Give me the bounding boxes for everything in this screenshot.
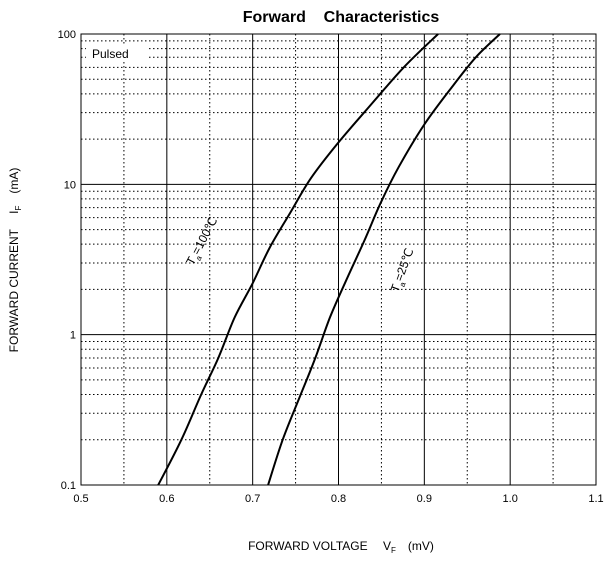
major-grid [81,34,596,485]
series-label-100c: Ta=100℃ [183,215,223,269]
x-tick-label: 0.8 [331,493,346,505]
curve-ta-100c [157,33,439,486]
y-tick-label: 1 [70,330,76,342]
curve-ta-25c [267,33,501,486]
x-tick-label: 0.6 [159,493,174,505]
series-25c-label-rest: =25℃ [392,246,417,283]
y-tick-labels: 0.1 1 10 100 [58,29,76,492]
y-axis-unit: (mA) [7,168,21,194]
chart-title: Forward Characteristics [243,9,440,26]
x-tick-label: 1.0 [503,493,518,505]
y-tick-label: 10 [64,179,76,191]
x-tick-label: 1.1 [588,493,603,505]
y-axis-label: FORWARD CURRENT IF (mA) [7,168,23,353]
y-axis-label-gap [7,226,21,229]
x-tick-label: 0.7 [245,493,260,505]
annotation-background [86,45,148,62]
y-tick-label: 0.1 [61,480,76,492]
pulsed-annotation: Pulsed [92,47,129,61]
y-axis-label-text: FORWARD CURRENT [7,228,21,352]
series-label-25c: Ta=25℃ [388,246,420,295]
x-axis-symbol-sub: F [391,546,396,555]
x-axis-label-gap [368,539,371,553]
plot-frame [80,33,597,486]
x-axis-label: FORWARD VOLTAGE VF (mV) [248,539,434,555]
y-tick-label: 100 [58,29,76,41]
y-axis-symbol: I [7,211,21,214]
x-tick-label: 0.5 [73,493,88,505]
series-25c-label-sub: a [398,280,408,288]
series-100c-label-rest: =100℃ [189,215,220,257]
x-tick-labels: 0.5 0.6 0.7 0.8 0.9 1.0 1.1 [73,493,603,505]
curves [157,33,501,486]
series-100c-label-sub: a [194,254,204,263]
x-axis-symbol: V [383,539,391,553]
x-tick-label: 0.9 [417,493,432,505]
x-axis-unit: (mV) [408,539,434,553]
y-axis-symbol-sub: F [14,206,23,211]
x-axis-label-text: FORWARD VOLTAGE [248,539,368,553]
